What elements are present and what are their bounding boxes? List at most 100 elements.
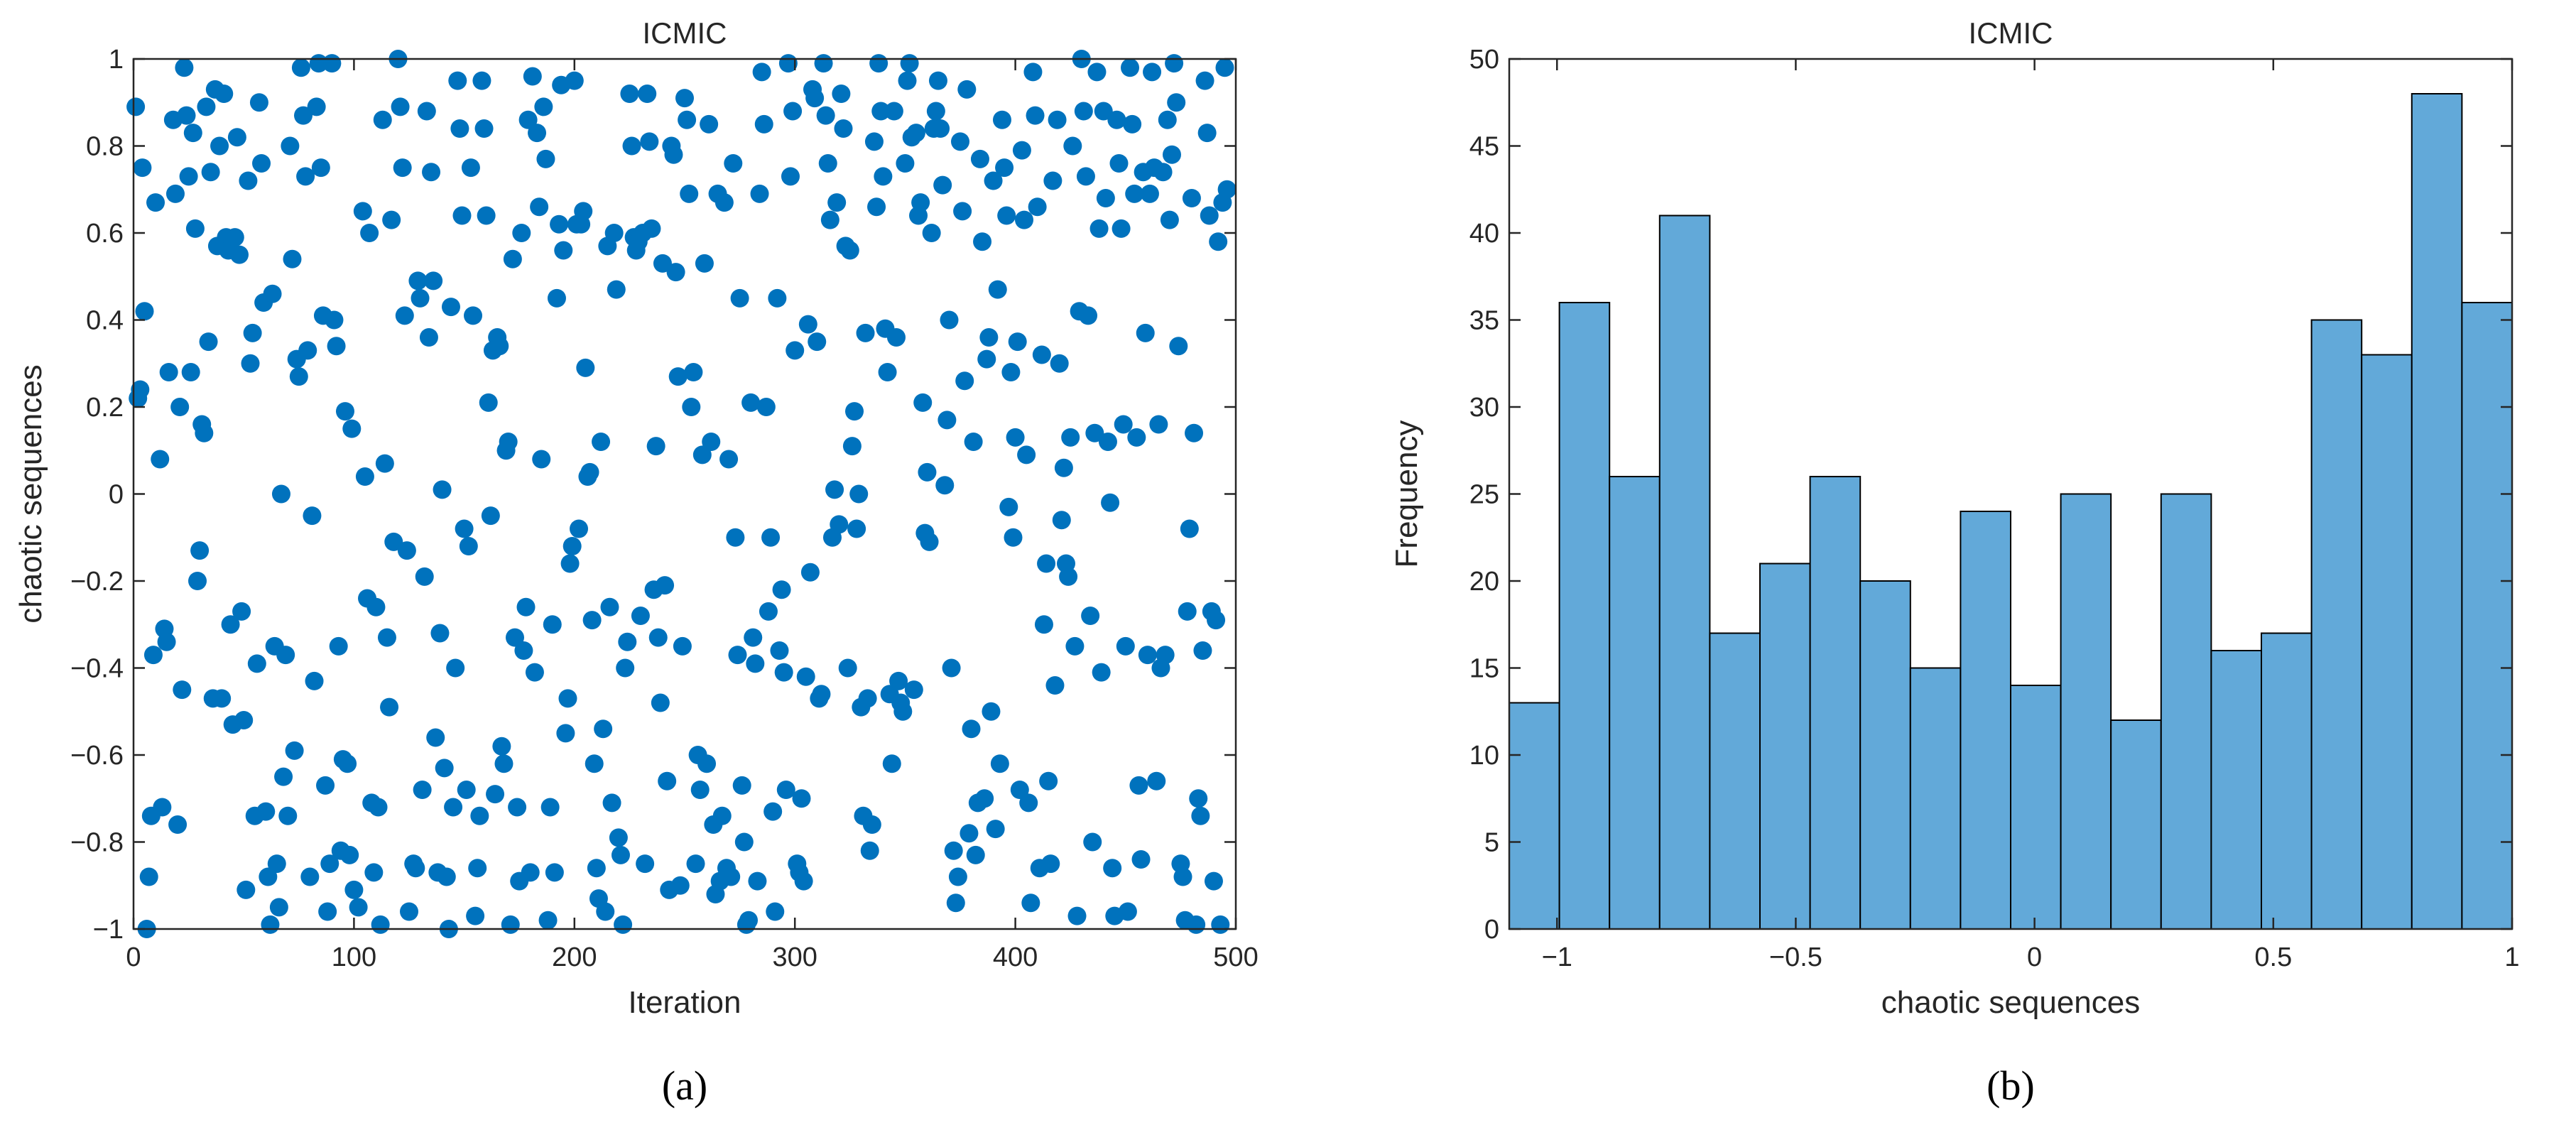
data-point (724, 154, 743, 173)
data-point (300, 867, 320, 886)
data-point (461, 158, 480, 178)
data-point (1118, 902, 1137, 921)
data-point (327, 337, 346, 356)
data-point (177, 106, 196, 125)
data-point (459, 537, 478, 555)
data-point (501, 915, 520, 934)
data-point (609, 828, 628, 847)
data-point (492, 737, 511, 756)
data-point (604, 224, 624, 242)
data-point (320, 854, 339, 874)
data-point (201, 163, 220, 182)
data-point (1129, 776, 1148, 795)
data-point (695, 254, 714, 273)
data-point (582, 611, 602, 630)
data-point (547, 288, 566, 308)
data-point (508, 798, 527, 817)
x-tick-label: 200 (552, 942, 597, 972)
data-point (786, 341, 805, 360)
data-point (289, 367, 308, 386)
data-point (227, 128, 246, 147)
data-point (503, 249, 522, 268)
data-point (468, 859, 487, 878)
data-point (1026, 106, 1045, 125)
data-point (516, 597, 536, 616)
data-point (684, 363, 703, 381)
data-point (570, 519, 589, 538)
data-point (955, 371, 974, 391)
data-point (474, 119, 494, 138)
data-point (772, 580, 791, 599)
data-point (325, 310, 344, 330)
data-point (185, 219, 205, 238)
histogram-bar (2060, 493, 2112, 930)
data-point (243, 323, 262, 342)
data-point (1160, 210, 1179, 229)
data-point (692, 445, 712, 465)
data-point (906, 124, 925, 143)
data-point (377, 628, 396, 647)
y-tick-label: 20 (1469, 567, 1499, 597)
data-point (984, 171, 1003, 190)
data-point (550, 214, 569, 234)
data-point (1096, 189, 1115, 207)
data-point (466, 906, 485, 925)
data-point (276, 646, 295, 665)
data-point (1001, 363, 1021, 381)
data-point (913, 393, 933, 412)
data-point (948, 867, 967, 886)
data-point (944, 841, 963, 860)
data-point (748, 871, 767, 891)
data-point (267, 854, 286, 874)
data-point (430, 624, 450, 643)
data-point (1012, 141, 1031, 160)
data-point (1039, 771, 1058, 791)
histogram-bar (1809, 476, 1862, 930)
data-point (722, 867, 741, 886)
data-point (602, 793, 621, 813)
data-point (928, 71, 947, 90)
data-point (168, 815, 188, 834)
data-point (849, 484, 869, 504)
data-point (838, 658, 857, 678)
data-point (199, 332, 218, 352)
data-point (556, 724, 575, 743)
data-point (1189, 789, 1208, 808)
data-point (816, 106, 835, 125)
data-point (670, 876, 690, 895)
x-axis-label: chaotic sequences (1881, 985, 2140, 1020)
data-point (355, 467, 374, 486)
data-point (792, 789, 811, 808)
data-point (678, 110, 697, 129)
data-point (1162, 145, 1181, 164)
data-point (1041, 854, 1060, 874)
data-point (794, 871, 813, 891)
data-point (951, 132, 969, 151)
data-point (750, 184, 769, 203)
data-point (1207, 611, 1226, 630)
data-point (210, 136, 229, 156)
data-point (558, 689, 577, 708)
data-point (450, 119, 469, 138)
data-point (938, 411, 957, 430)
data-point (329, 636, 348, 656)
data-point (159, 363, 178, 381)
data-point (766, 902, 785, 921)
y-tick-label: −0.6 (70, 741, 124, 771)
data-point (1087, 63, 1107, 82)
data-point (596, 902, 615, 921)
data-point (1182, 189, 1201, 207)
data-point (884, 102, 903, 121)
data-point (673, 636, 692, 656)
data-point (827, 193, 847, 212)
data-point (714, 193, 734, 212)
data-point (622, 136, 641, 156)
y-tick-label: −1 (93, 915, 124, 945)
data-point (781, 167, 800, 186)
data-point (898, 71, 917, 90)
data-point (173, 680, 192, 700)
x-tick-label: 0 (126, 942, 141, 972)
data-point (911, 193, 930, 212)
data-point (322, 54, 342, 73)
